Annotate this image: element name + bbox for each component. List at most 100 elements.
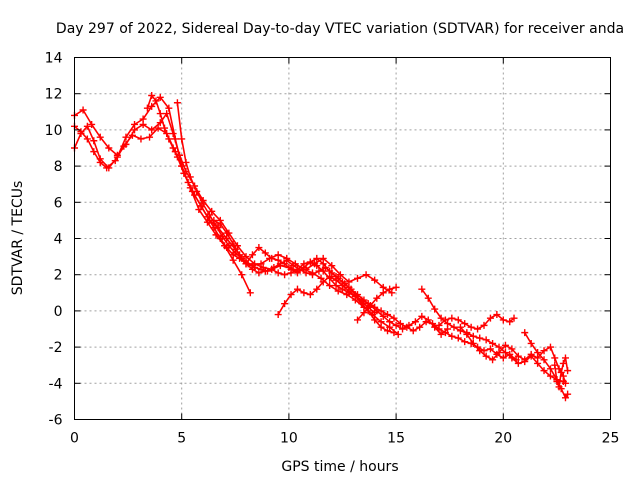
data-point [238,271,246,279]
data-point [386,285,394,293]
data-point [191,191,199,199]
data-point [242,260,250,268]
data-point [388,289,396,297]
data-point [328,262,336,270]
y-tick-label: 14 [45,51,63,67]
data-point [371,303,379,311]
data-point [131,126,139,134]
data-point [546,372,554,380]
x-tick-label: 15 [387,431,405,447]
data-point [165,104,173,112]
data-point [326,273,334,281]
data-point [306,258,314,266]
data-point [377,307,385,315]
series-line [421,288,564,383]
data-point [559,359,567,367]
data-point [510,314,518,322]
data-point [274,311,282,319]
x-tick-label: 5 [177,431,186,447]
x-tick-label: 10 [280,431,298,447]
chart-title: Day 297 of 2022, Sidereal Day-to-day VTE… [56,21,624,37]
data-point [441,316,449,324]
data-point [557,368,565,376]
data-point [521,356,529,364]
data-point [354,316,362,324]
data-point [564,390,572,398]
data-point [379,289,387,297]
data-point [120,142,128,150]
y-tick-label: 10 [45,123,63,139]
data-point [332,276,340,284]
data-point [508,345,516,353]
data-point [386,318,394,326]
data-point [561,379,569,387]
y-tick-label: -6 [49,413,63,429]
data-point [293,285,301,293]
series-track-2 [71,106,396,297]
data-point [300,289,308,297]
data-point [287,269,295,277]
data-point [390,314,398,322]
data-point [268,254,276,262]
data-point [169,130,177,138]
data-point [216,220,224,228]
data-point [553,377,561,385]
data-point [345,287,353,295]
data-point [499,316,507,324]
y-tick-label: -2 [49,340,63,356]
data-point [371,316,379,324]
data-point [281,300,289,308]
axis-ticks: 0 5 10 15 20 25 -6 -4 -2 0 2 4 6 8 10 12 14 [45,51,620,447]
data-point [161,124,169,132]
data-point [182,158,190,166]
series-track-8 [354,283,400,324]
data-point [534,349,542,357]
data-point [186,173,194,181]
data-point [437,314,445,322]
data-point [467,323,475,331]
data-point [300,260,308,268]
data-point [210,216,218,224]
data-point [148,126,156,134]
data-point [366,301,374,309]
data-point [276,260,284,268]
data-point [499,354,507,362]
data-point [283,256,291,264]
data-point [139,120,147,128]
data-point [476,334,484,342]
data-point [418,285,426,293]
data-point [424,294,432,302]
x-tick-label: 25 [602,431,620,447]
data-point [371,276,379,284]
data-point [495,349,503,357]
data-point [206,211,214,219]
data-point [422,318,430,326]
data-point [103,164,111,172]
data-point [246,289,254,297]
data-point [173,153,181,161]
grid-lines [74,57,611,420]
data-point [469,339,477,347]
data-point [521,329,529,337]
data-point [456,323,464,331]
data-point [156,110,164,118]
data-point [281,271,289,279]
data-point [287,291,295,299]
data-point [416,323,424,331]
data-point [212,222,220,230]
y-tick-label: -4 [49,376,63,392]
data-point [248,265,256,273]
data-point [261,249,269,257]
data-point [396,320,404,328]
data-point [274,269,282,277]
data-point [384,327,392,335]
data-point [336,271,344,279]
data-point [379,312,387,320]
data-point [293,265,301,273]
data-point [225,242,233,250]
data-point [148,102,156,110]
data-point [418,312,426,320]
data-point [96,158,104,166]
data-point [555,383,563,391]
data-point [493,311,501,319]
